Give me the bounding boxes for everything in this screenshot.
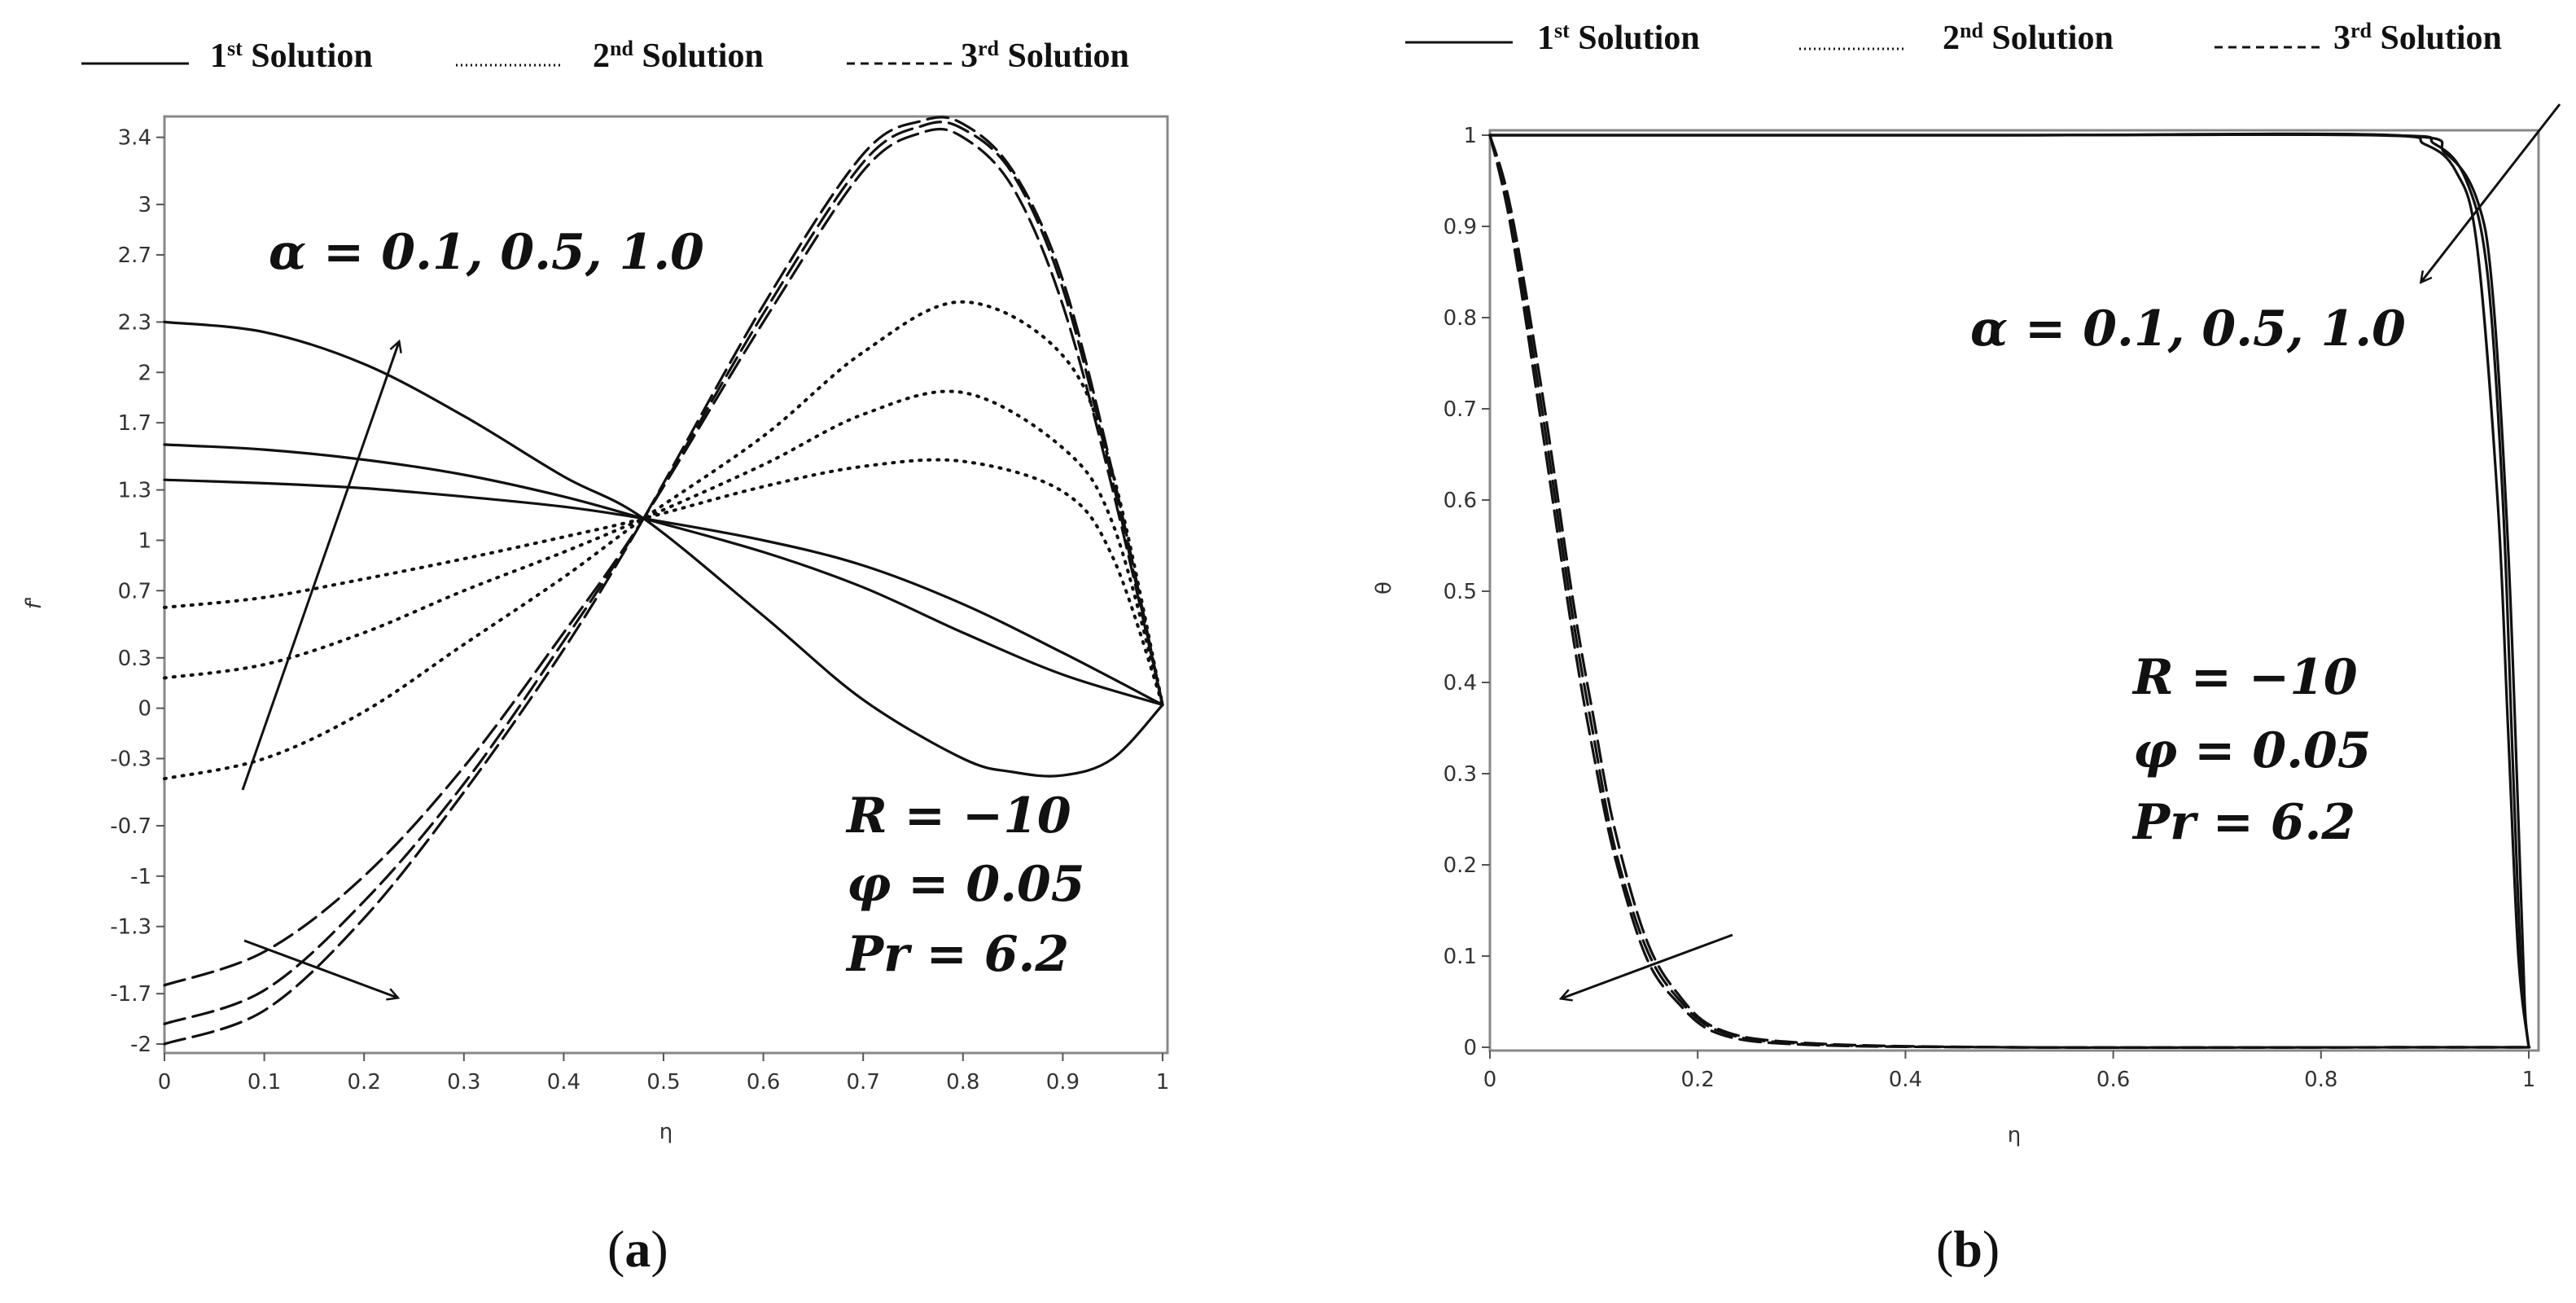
arrow-alpha-increase-a-upper bbox=[241, 342, 399, 791]
y-tick-label: 1 bbox=[1463, 124, 1477, 148]
y-tick-label: 1.7 bbox=[118, 411, 151, 436]
y-tick-label: 0.5 bbox=[1444, 580, 1477, 604]
x-tick-label: 0.8 bbox=[946, 1070, 979, 1095]
legend-b: 1st Solution 2nd Solution 3rd Solution bbox=[1405, 19, 2502, 58]
param-R-a: R = −10 bbox=[845, 788, 1071, 845]
series-line-b-1 bbox=[1488, 133, 2530, 1049]
y-tick-label: 0.7 bbox=[118, 579, 151, 603]
y-tick-label: 0.7 bbox=[1444, 397, 1477, 422]
legend-a: 1st Solution 2nd Solution 3rd Solution bbox=[81, 37, 1129, 76]
y-tick-label: 2.7 bbox=[118, 243, 151, 268]
series-line-a-0 bbox=[163, 478, 1164, 707]
param-Pr-a: Pr = 6.2 bbox=[845, 926, 1069, 983]
series-line-a-4 bbox=[163, 389, 1164, 707]
y-tick-label: 0.9 bbox=[1444, 215, 1477, 239]
y-tick-label: -1.3 bbox=[110, 915, 151, 940]
arrow-alpha-increase-a-lower bbox=[243, 939, 397, 998]
x-axis-label-b: η bbox=[2008, 1123, 2021, 1147]
x-tick-label: 0.4 bbox=[1889, 1068, 1922, 1092]
series-line-a-6 bbox=[163, 127, 1164, 987]
panel-a: 1st Solution 2nd Solution 3rd Solution 0… bbox=[22, 37, 1169, 1279]
param-phi-a: φ = 0.05 bbox=[847, 856, 1084, 913]
alpha-annotation-a: α = 0.1, 0.5, 1.0 bbox=[269, 224, 704, 281]
x-tick-label: 0.3 bbox=[447, 1070, 480, 1095]
y-tick-label: -1.7 bbox=[110, 982, 151, 1007]
y-tick-label: 0.6 bbox=[1444, 489, 1477, 513]
legend-a-entry-2: 2nd Solution bbox=[593, 37, 764, 76]
panel-b: 1st Solution 2nd Solution 3rd Solution 0… bbox=[1372, 19, 2561, 1278]
y-tick-label: 2.3 bbox=[118, 310, 151, 335]
y-tick-label: -2 bbox=[130, 1033, 151, 1057]
x-tick-label: 1 bbox=[1156, 1070, 1170, 1095]
legend-b-entry-1: 1st Solution bbox=[1537, 19, 1700, 58]
legend-b-entry-2: 2nd Solution bbox=[1943, 19, 2114, 58]
series-line-b-5 bbox=[1488, 134, 2531, 1049]
y-tick-label: 1.3 bbox=[118, 479, 151, 503]
alpha-annotation-b: α = 0.1, 0.5, 1.0 bbox=[1970, 301, 2406, 358]
y-tick-label: 1 bbox=[138, 529, 151, 553]
x-tick-label: 0.2 bbox=[1681, 1068, 1715, 1092]
series-line-a-2 bbox=[163, 320, 1164, 778]
plot-frame-b bbox=[1488, 129, 2540, 1052]
arrow-alpha-increase-b-upper bbox=[2421, 103, 2561, 282]
series-line-b-0 bbox=[1488, 133, 2530, 1049]
y-axis-label-a: f' bbox=[22, 596, 46, 609]
param-phi-b: φ = 0.05 bbox=[2133, 722, 2371, 779]
x-tick-label: 0.6 bbox=[2096, 1068, 2130, 1092]
series-group-b bbox=[1488, 132, 2531, 1049]
y-tick-label: -0.3 bbox=[110, 747, 151, 771]
y-tick-label: 0.4 bbox=[1444, 671, 1477, 695]
legend-a-entry-1: 1st Solution bbox=[210, 37, 373, 76]
y-tick-label: -1 bbox=[130, 865, 151, 889]
axis-ticks-b: 0 0.2 0.4 0.6 0.8 1 1 0.9 0.8 0.7 0.6 0.5 0.4 0.3 0.2 0… bbox=[1444, 124, 2536, 1092]
x-tick-label: 0.9 bbox=[1046, 1070, 1080, 1095]
plot-frame-a bbox=[163, 115, 1169, 1055]
y-tick-label: 0.8 bbox=[1444, 306, 1477, 331]
x-tick-label: 0.1 bbox=[248, 1070, 281, 1095]
series-line-b-3 bbox=[1488, 134, 2531, 1049]
x-tick-label: 0.5 bbox=[646, 1070, 680, 1095]
series-group-a bbox=[163, 116, 1164, 1046]
x-tick-label: 0.2 bbox=[348, 1070, 381, 1095]
series-line-a-7 bbox=[163, 121, 1164, 1025]
x-axis-label-a: η bbox=[659, 1120, 672, 1144]
y-tick-label: 3 bbox=[138, 193, 151, 217]
y-tick-label: 0.1 bbox=[1444, 945, 1477, 969]
series-line-a-8 bbox=[163, 116, 1164, 1046]
series-line-b-4 bbox=[1488, 134, 2531, 1049]
panel-caption-b: (b) bbox=[1936, 1220, 2000, 1278]
axis-ticks-a: 0 0.1 0.2 0.3 0.4 0.5 0.6 0.7 0.8 0.9 1 3.4 3 2.7 2.3 2… bbox=[110, 126, 1169, 1095]
y-tick-label: 2 bbox=[138, 361, 151, 385]
x-tick-label: 1 bbox=[2522, 1068, 2536, 1092]
series-line-b-2 bbox=[1488, 132, 2530, 1049]
y-tick-label: 0 bbox=[1463, 1036, 1477, 1060]
y-tick-label: 0.2 bbox=[1444, 853, 1477, 878]
x-tick-label: 0.6 bbox=[747, 1070, 780, 1095]
param-Pr-b: Pr = 6.2 bbox=[2131, 794, 2355, 851]
panel-caption-a: (a) bbox=[607, 1220, 668, 1278]
y-tick-label: 3.4 bbox=[118, 126, 151, 151]
param-R-b: R = −10 bbox=[2131, 649, 2358, 706]
legend-a-entry-3: 3rd Solution bbox=[961, 37, 1129, 76]
y-tick-label: 0.3 bbox=[1444, 762, 1477, 787]
x-tick-label: 0.8 bbox=[2304, 1068, 2337, 1092]
x-tick-label: 0.4 bbox=[547, 1070, 580, 1095]
x-tick-label: 0.7 bbox=[847, 1070, 880, 1095]
series-line-a-5 bbox=[163, 300, 1164, 781]
legend-b-entry-3: 3rd Solution bbox=[2333, 19, 2502, 58]
x-tick-label: 0 bbox=[1483, 1068, 1497, 1092]
y-axis-label-b: θ bbox=[1372, 581, 1396, 594]
y-tick-label: 0 bbox=[138, 697, 151, 722]
y-tick-label: -0.7 bbox=[110, 814, 151, 839]
arrow-alpha-increase-b-lower bbox=[1562, 933, 1733, 998]
x-tick-label: 0 bbox=[158, 1070, 172, 1095]
y-tick-label: 0.3 bbox=[118, 647, 151, 671]
